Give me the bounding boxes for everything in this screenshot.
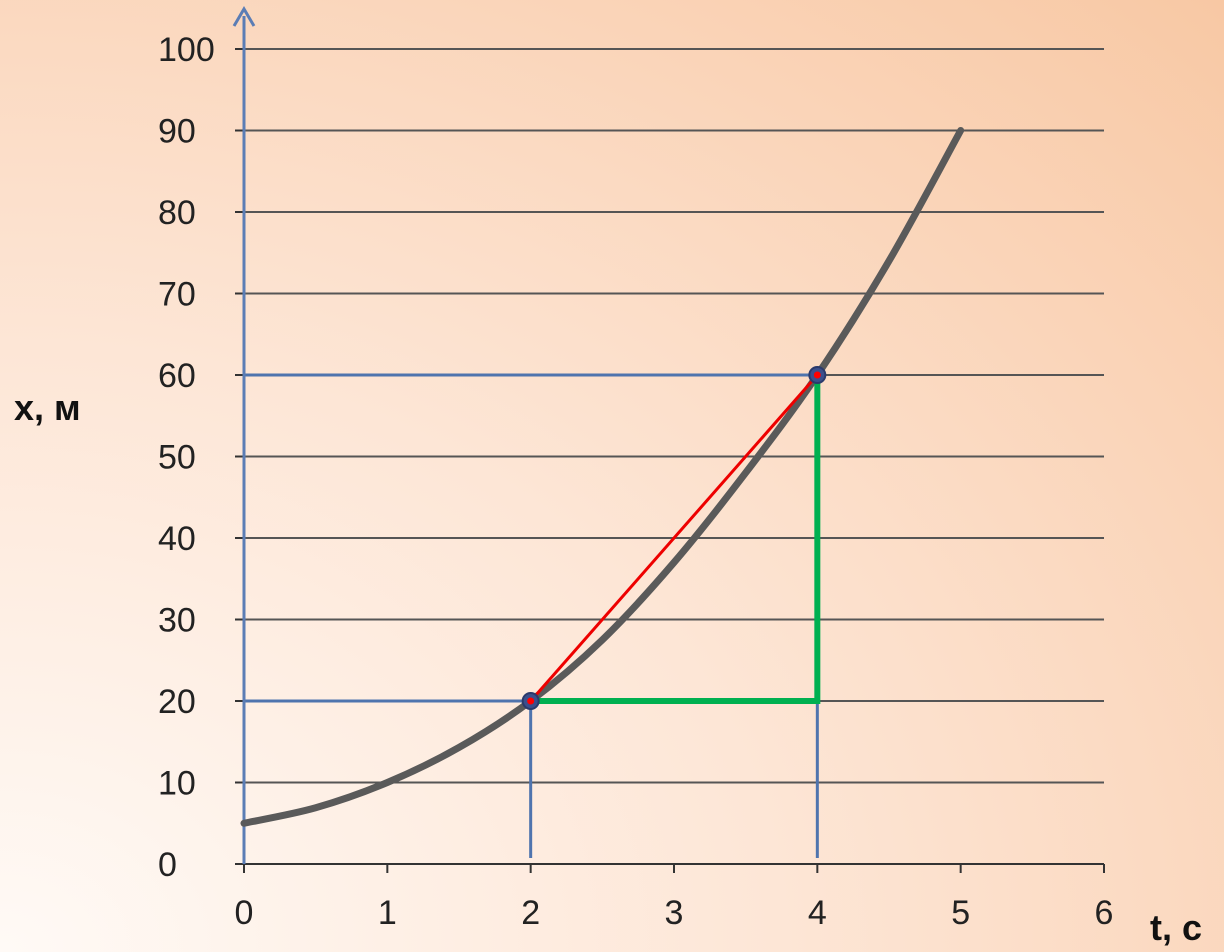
y-axis-title: x, м [14, 387, 81, 428]
x-tick-label: 6 [1095, 894, 1114, 932]
y-tick-label: 60 [158, 357, 196, 395]
y-tick-label: 100 [158, 31, 215, 69]
y-tick-label: 90 [158, 113, 196, 151]
y-tick-label: 50 [158, 439, 196, 477]
y-tick-label: 0 [158, 846, 177, 884]
guide-lines [244, 373, 819, 858]
x-tick-label: 3 [665, 894, 684, 932]
series-line [240, 127, 965, 827]
y-tick-labels: 0 10 20 30 40 50 60 70 80 90 100 [158, 31, 215, 884]
grid-lines [244, 48, 1104, 784]
y-tick-label: 10 [158, 765, 196, 803]
y-tick-label: 20 [158, 683, 196, 721]
y-tick-label: 40 [158, 520, 196, 558]
x-tick-label: 2 [521, 894, 540, 932]
series-curve [240, 127, 965, 827]
x-tick-label: 5 [951, 894, 970, 932]
x-tick-label: 0 [235, 894, 254, 932]
data-point-center [813, 371, 821, 379]
slope-triangle-legs [530, 375, 821, 704]
secant-line [529, 374, 819, 702]
x-tick-labels: 0 1 2 3 4 5 6 [235, 894, 1114, 932]
secant-segment [529, 374, 819, 702]
x-tick-label: 1 [378, 894, 397, 932]
y-axis-arrow-icon [232, 6, 256, 27]
y-tick-label: 80 [158, 194, 196, 232]
slope-triangle [530, 375, 821, 704]
marked-points [521, 366, 827, 710]
axes [232, 6, 1105, 873]
y-tick-label: 30 [158, 602, 196, 640]
data-point-center [527, 697, 535, 705]
y-tick-label: 70 [158, 276, 196, 314]
x-tick-label: 4 [808, 894, 827, 932]
x-axis-title: t, c [1150, 907, 1202, 948]
